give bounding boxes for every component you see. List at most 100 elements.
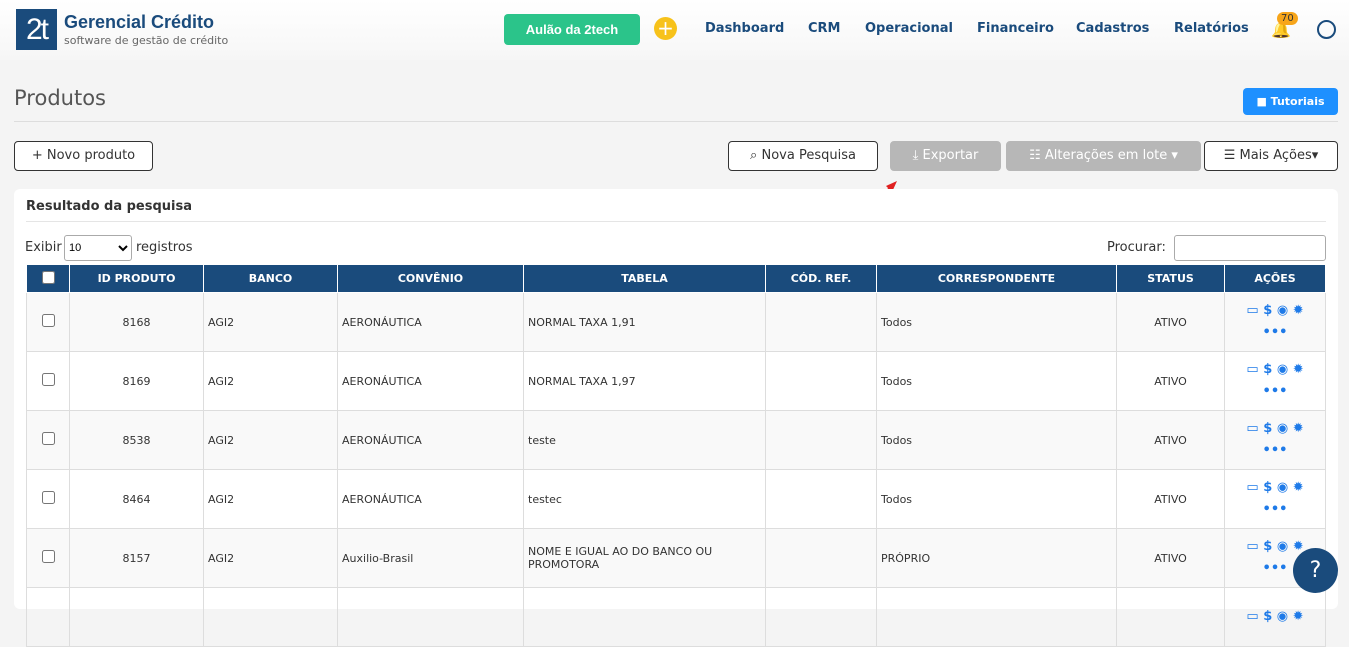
col-cod-ref[interactable]: CÓD. REF. <box>765 264 877 293</box>
calendar-icon[interactable]: ▭ <box>1246 303 1259 318</box>
col-tabela[interactable]: TABELA <box>523 264 766 293</box>
cell-tabela: testec <box>523 469 766 529</box>
col-convenio[interactable]: CONVÊNIO <box>337 264 524 293</box>
row-actions: ▭ $ ◉ ✹ ••• <box>1224 469 1326 529</box>
page-title: Produtos <box>14 86 106 110</box>
cell-status: ATIVO <box>1116 469 1225 529</box>
cell-banco: AGI2 <box>203 351 338 411</box>
novo-produto-button[interactable]: + Novo produto <box>14 141 153 171</box>
cell-banco: AGI2 <box>203 528 338 588</box>
cell-correspondente: PRÓPRIO <box>876 528 1117 588</box>
mais-acoes-button[interactable]: ☰ Mais Ações▾ <box>1204 141 1338 171</box>
registros-label: registros <box>136 240 193 255</box>
search-input[interactable] <box>1174 235 1326 261</box>
cell-tabela: NORMAL TAXA 1,97 <box>523 351 766 411</box>
video-icon: ■ <box>1256 95 1271 108</box>
eye-icon[interactable]: ◉ <box>1276 303 1289 318</box>
calendar-icon[interactable]: ▭ <box>1246 539 1259 554</box>
checklist-icon: ☷ <box>1029 148 1045 163</box>
aulao-button[interactable]: Aulão da 2tech <box>504 14 640 45</box>
cell-status: ATIVO <box>1116 528 1225 588</box>
table-row: 8168 AGI2 AERONÁUTICA NORMAL TAXA 1,91 Todos… <box>26 292 1326 352</box>
nav-crm[interactable]: CRM <box>808 21 841 36</box>
logo[interactable]: 2t <box>16 9 57 50</box>
row-checkbox[interactable] <box>41 373 55 386</box>
row-checkbox[interactable] <box>41 491 55 504</box>
eye-icon[interactable]: ◉ <box>1276 421 1289 436</box>
notification-badge: 70 <box>1277 12 1298 25</box>
col-status[interactable]: STATUS <box>1116 264 1225 293</box>
exportar-button[interactable]: ⤓ Exportar <box>890 141 1001 171</box>
nav-relatorios[interactable]: Relatórios <box>1174 21 1249 36</box>
more-icon[interactable]: ••• <box>1262 384 1288 399</box>
cell-correspondente: Todos <box>876 410 1117 470</box>
calendar-icon[interactable]: ▭ <box>1246 362 1259 377</box>
eye-icon[interactable]: ◉ <box>1276 539 1289 554</box>
eye-icon[interactable]: ◉ <box>1276 362 1289 377</box>
exibir-label: Exibir <box>25 240 62 255</box>
nova-pesquisa-button[interactable]: ⌕ Nova Pesquisa <box>728 141 878 171</box>
cell-convenio: AERONÁUTICA <box>337 410 524 470</box>
col-banco[interactable]: BANCO <box>203 264 338 293</box>
col-correspondente[interactable]: CORRESPONDENTE <box>876 264 1117 293</box>
eye-icon[interactable]: ◉ <box>1276 480 1289 495</box>
row-checkbox[interactable] <box>41 550 55 563</box>
more-icon[interactable]: ••• <box>1262 325 1288 340</box>
user-icon[interactable] <box>1317 20 1336 39</box>
tutoriais-button[interactable]: ■ Tutoriais <box>1243 88 1338 115</box>
exportar-label: Exportar <box>922 148 979 163</box>
row-checkbox[interactable] <box>41 432 55 445</box>
row-actions: ▭ $ ◉ ✹ ••• <box>1224 292 1326 352</box>
cell-convenio: Auxilio-Brasil <box>337 528 524 588</box>
nav-dashboard[interactable]: Dashboard <box>705 21 785 36</box>
more-icon[interactable]: ••• <box>1262 561 1288 576</box>
divider <box>26 221 1326 222</box>
cell-correspondente: Todos <box>876 469 1117 529</box>
nav-financeiro[interactable]: Financeiro <box>977 21 1054 36</box>
products-table: ID PRODUTO BANCO CONVÊNIO TABELA CÓD. RE… <box>26 264 1326 647</box>
gear-icon[interactable]: ✹ <box>1292 303 1304 318</box>
cell-id: 8169 <box>69 351 204 411</box>
gear-icon[interactable]: ✹ <box>1292 480 1304 495</box>
calendar-icon[interactable]: ▭ <box>1246 421 1259 436</box>
table-row: 8157 AGI2 Auxilio-Brasil NOME E IGUAL AO DO… <box>26 528 1326 588</box>
alteracoes-lote-button[interactable]: ☷ Alterações em lote ▾ <box>1006 141 1201 171</box>
more-icon[interactable]: ••• <box>1262 443 1288 458</box>
page-size-select[interactable]: 10 <box>64 235 132 261</box>
cell-banco: AGI2 <box>203 292 338 352</box>
table-row: 8464 AGI2 AERONÁUTICA testec Todos ATIVO ▭ $ ◉… <box>26 469 1326 529</box>
dollar-icon[interactable]: $ <box>1263 362 1273 377</box>
cell-cod-ref <box>765 528 877 588</box>
cell-status: ATIVO <box>1116 292 1225 352</box>
calendar-icon[interactable]: ▭ <box>1246 480 1259 495</box>
dollar-icon[interactable]: $ <box>1263 421 1273 436</box>
help-button[interactable]: ? <box>1293 548 1338 593</box>
cell-convenio: AERONÁUTICA <box>337 351 524 411</box>
gear-icon[interactable]: ✹ <box>1292 421 1304 436</box>
cell-id: 8157 <box>69 528 204 588</box>
mais-label: Mais Ações <box>1239 148 1312 163</box>
plus-icon[interactable]: + <box>654 17 677 40</box>
nav-operacional[interactable]: Operacional <box>865 21 953 36</box>
dollar-icon[interactable]: $ <box>1263 480 1273 495</box>
row-select <box>26 410 70 470</box>
procurar-label: Procurar: <box>1107 240 1166 255</box>
select-all-checkbox[interactable] <box>41 270 55 284</box>
more-icon[interactable]: ••• <box>1262 502 1288 517</box>
table-row: 8538 AGI2 AERONÁUTICA teste Todos ATIVO ▭ $ ◉ … <box>26 410 1326 470</box>
col-id[interactable]: ID PRODUTO <box>69 264 204 293</box>
row-actions: ▭ $ ◉ ✹ <box>1224 587 1326 647</box>
row-checkbox[interactable] <box>41 314 55 327</box>
divider <box>14 121 1338 122</box>
brand-name: Gerencial Crédito <box>64 12 215 32</box>
dollar-icon[interactable]: $ <box>1263 303 1273 318</box>
nav-cadastros[interactable]: Cadastros <box>1076 21 1150 36</box>
cell-cod-ref <box>765 292 877 352</box>
dollar-icon[interactable]: $ <box>1263 539 1273 554</box>
cell-cod-ref <box>765 351 877 411</box>
gear-icon[interactable]: ✹ <box>1292 539 1304 554</box>
top-bar: 2t Gerencial Crédito software de gestão … <box>0 0 1349 60</box>
gear-icon[interactable]: ✹ <box>1292 362 1304 377</box>
table-row: 8169 AGI2 AERONÁUTICA NORMAL TAXA 1,97 Todos… <box>26 351 1326 411</box>
cell-tabela: NORMAL TAXA 1,91 <box>523 292 766 352</box>
